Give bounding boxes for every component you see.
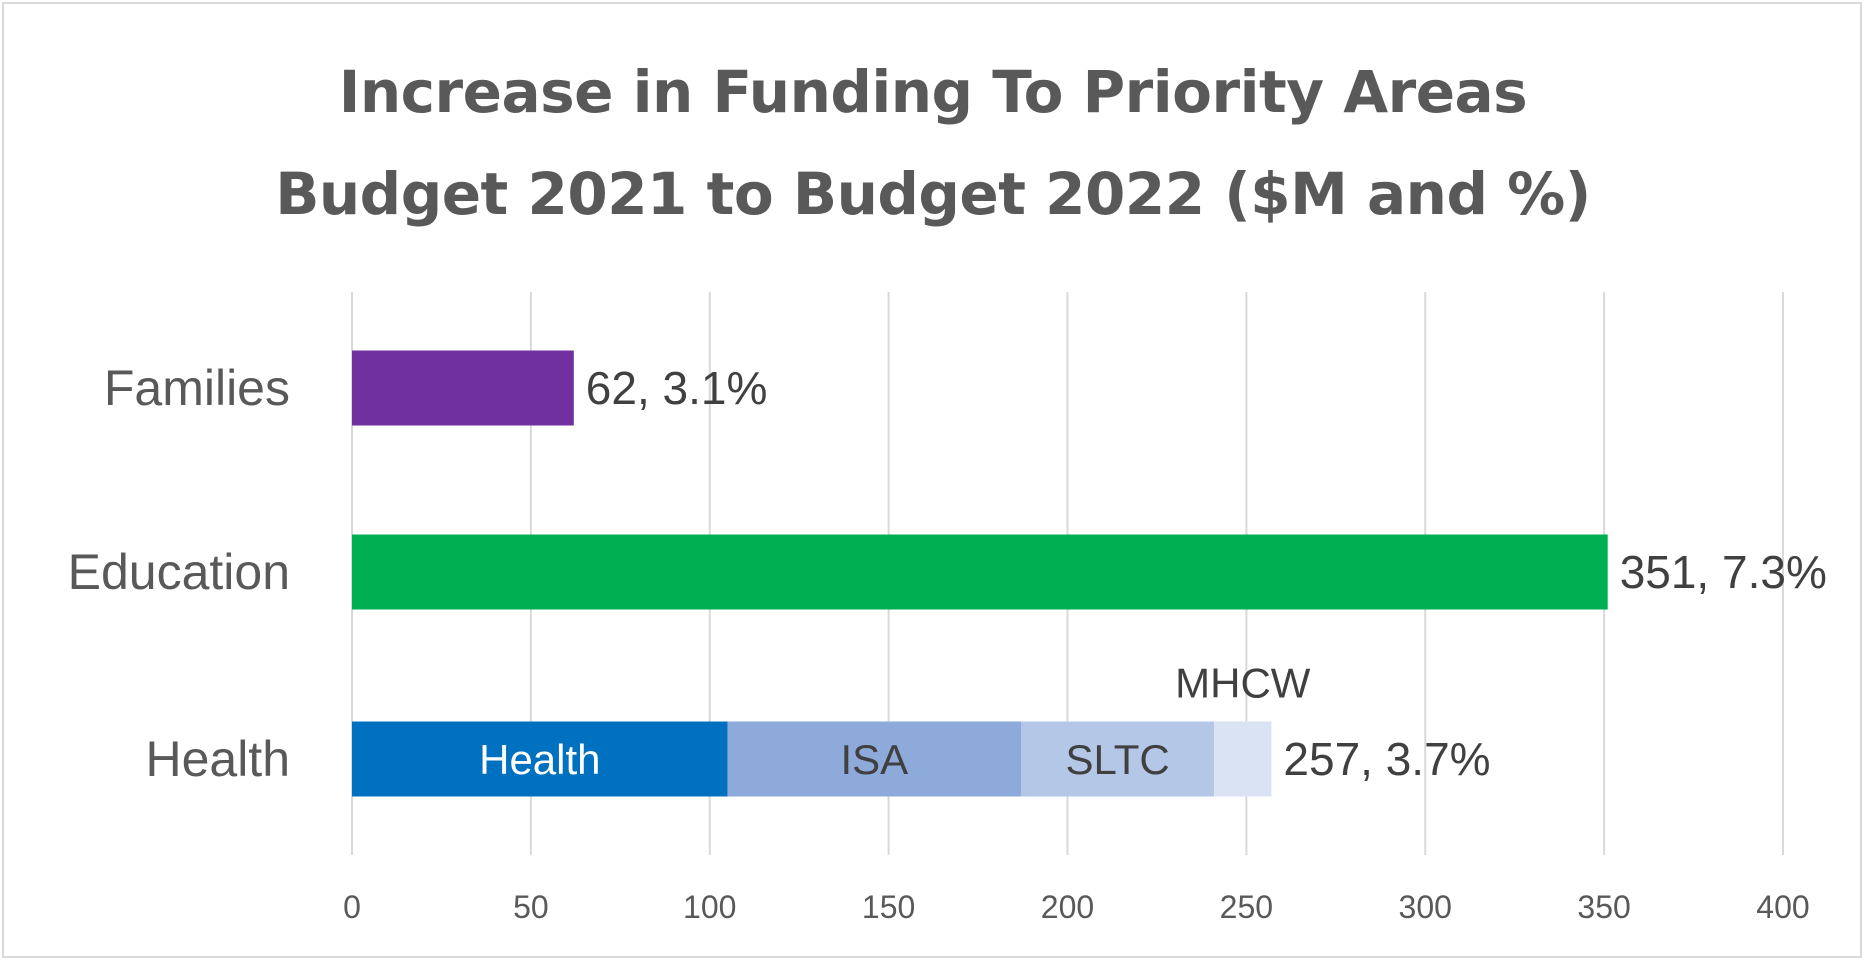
x-tick-label: 250 bbox=[1220, 889, 1273, 925]
chart-title-line-1: Increase in Funding To Priority Areas bbox=[338, 58, 1528, 126]
segment-label-health: Health bbox=[479, 736, 600, 783]
segment-label-isa: ISA bbox=[840, 736, 908, 783]
bar-segment-health bbox=[352, 721, 728, 797]
x-tick-label: 0 bbox=[343, 889, 361, 925]
x-tick-label: 400 bbox=[1756, 889, 1809, 925]
x-tick-label: 300 bbox=[1399, 889, 1452, 925]
category-label-education: Education bbox=[68, 544, 290, 600]
x-tick-label: 200 bbox=[1041, 889, 1094, 925]
bars bbox=[352, 350, 1608, 797]
bar-segment-sltc bbox=[1020, 721, 1215, 797]
x-tick-label: 350 bbox=[1577, 889, 1630, 925]
x-axis-ticks: 0 50 100 150 200 250 300 350 400 bbox=[343, 889, 1810, 925]
bar-segment-isa bbox=[727, 721, 1021, 797]
chart-title-line-2: Budget 2021 to Budget 2022 ($M and %) bbox=[275, 160, 1591, 228]
category-label-health: Health bbox=[145, 731, 290, 787]
segment-label-sltc: SLTC bbox=[1065, 736, 1169, 783]
labels: Families 62, 3.1% Education 351, 7.3% Health… bbox=[68, 360, 1827, 787]
bar-segment-mhcw bbox=[1214, 721, 1272, 797]
bar-segment-families bbox=[352, 350, 574, 426]
segment-label-mhcw: MHCW bbox=[1175, 660, 1311, 707]
data-label-education: 351, 7.3% bbox=[1620, 546, 1827, 598]
category-label-families: Families bbox=[104, 360, 290, 416]
bar-segment-education bbox=[352, 534, 1608, 610]
data-label-health: 257, 3.7% bbox=[1283, 733, 1490, 785]
x-tick-label: 100 bbox=[683, 889, 736, 925]
x-tick-label: 150 bbox=[862, 889, 915, 925]
data-label-families: 62, 3.1% bbox=[586, 362, 768, 414]
x-tick-label: 50 bbox=[513, 889, 549, 925]
